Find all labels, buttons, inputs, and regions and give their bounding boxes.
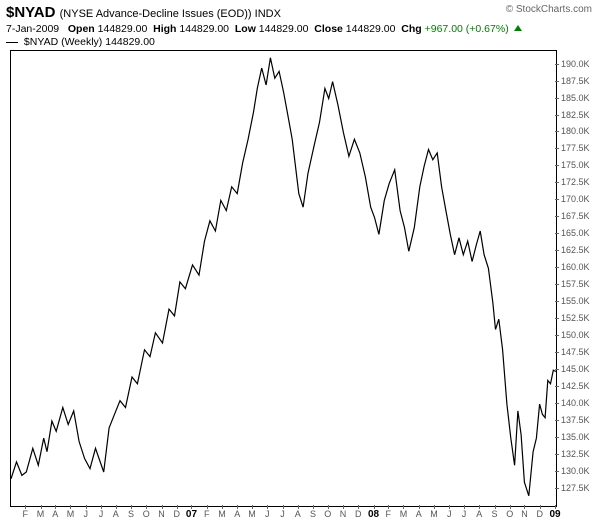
x-axis-label: N — [521, 509, 528, 519]
x-axis-label: M — [400, 509, 408, 519]
x-axis-label: F — [23, 509, 29, 519]
y-axis-label: 185.0K — [561, 93, 590, 103]
x-axis-label: F — [204, 509, 210, 519]
y-axis-label: 152.5K — [561, 313, 590, 323]
symbol-desc: (NYSE Advance-Decline Issues (EOD)) INDX — [60, 8, 281, 20]
y-axis-label: 155.0K — [561, 296, 590, 306]
up-arrow-icon — [514, 25, 522, 31]
x-axis-label: J — [84, 509, 89, 519]
x-axis-label: M — [67, 509, 75, 519]
attribution-label: © StockCharts.com — [506, 4, 592, 15]
y-axis-label: 160.0K — [561, 262, 590, 272]
date-label: 7-Jan-2009 — [6, 23, 59, 35]
y-axis-label: 190.0K — [561, 59, 590, 69]
series-legend: $NYAD (Weekly) 144829.00 — [0, 36, 600, 48]
x-axis-label: 08 — [368, 509, 379, 520]
y-axis-label: 187.5K — [561, 76, 590, 86]
x-axis-label: J — [462, 509, 467, 519]
x-axis-label: A — [234, 509, 240, 519]
y-axis-label: 167.5K — [561, 211, 590, 221]
x-axis-label: A — [416, 509, 422, 519]
x-axis-label: M — [248, 509, 256, 519]
x-axis-label: N — [158, 509, 165, 519]
low-value: 144829.00 — [259, 23, 309, 35]
x-axis-label: 07 — [186, 509, 197, 520]
legend-line-icon — [6, 42, 18, 43]
high-value: 144829.00 — [179, 23, 229, 35]
y-axis-label: 157.5K — [561, 279, 590, 289]
symbol: $NYAD — [6, 4, 55, 21]
x-axis-label: J — [447, 509, 452, 519]
x-axis-label: J — [99, 509, 104, 519]
x-axis-label: O — [143, 509, 150, 519]
y-axis-label: 182.5K — [561, 110, 590, 120]
y-axis-label: 130.0K — [561, 466, 590, 476]
x-axis-label: M — [37, 509, 45, 519]
legend-value: 144829.00 — [105, 36, 155, 48]
y-axis-label: 172.5K — [561, 177, 590, 187]
x-axis-label: D — [174, 509, 181, 519]
x-axis-label: A — [295, 509, 301, 519]
chg-value: +967.00 (+0.67%) — [425, 23, 509, 35]
ohlc-row: 7-Jan-2009 Open 144829.00 High 144829.00… — [0, 22, 600, 36]
x-axis-label: M — [430, 509, 438, 519]
x-axis-label: D — [536, 509, 543, 519]
y-axis-label: 135.0K — [561, 432, 590, 442]
y-axis-label: 147.5K — [561, 347, 590, 357]
y-axis-label: 170.0K — [561, 194, 590, 204]
chart-plot-area — [10, 50, 557, 507]
close-value: 144829.00 — [346, 23, 396, 35]
x-axis-label: A — [113, 509, 119, 519]
open-label: Open — [68, 23, 95, 35]
close-label: Close — [314, 23, 343, 35]
x-axis-label: O — [506, 509, 513, 519]
y-axis-label: 165.0K — [561, 228, 590, 238]
y-axis-label: 132.5K — [561, 449, 590, 459]
y-axis-label: 137.5K — [561, 415, 590, 425]
x-axis-label: A — [476, 509, 482, 519]
open-value: 144829.00 — [98, 23, 148, 35]
x-axis-label: F — [385, 509, 391, 519]
chg-label: Chg — [401, 23, 421, 35]
y-axis-label: 177.5K — [561, 143, 590, 153]
x-axis-label: M — [218, 509, 226, 519]
y-axis-label: 127.5K — [561, 483, 590, 493]
x-axis-label: N — [340, 509, 347, 519]
legend-name: $NYAD (Weekly) — [24, 36, 102, 48]
y-axis-label: 162.5K — [561, 245, 590, 255]
x-axis-label: D — [355, 509, 362, 519]
x-axis-label: A — [52, 509, 58, 519]
low-label: Low — [235, 23, 256, 35]
x-axis-label: 09 — [549, 509, 560, 520]
y-axis-label: 145.0K — [561, 364, 590, 374]
high-label: High — [153, 23, 176, 35]
y-axis-label: 140.0K — [561, 398, 590, 408]
x-axis-label: J — [280, 509, 285, 519]
x-axis-label: S — [491, 509, 497, 519]
x-axis-label: S — [310, 509, 316, 519]
x-axis-label: O — [324, 509, 331, 519]
y-axis-label: 180.0K — [561, 126, 590, 136]
x-axis-label: J — [265, 509, 270, 519]
y-axis-label: 175.0K — [561, 160, 590, 170]
y-axis-label: 150.0K — [561, 330, 590, 340]
y-axis-label: 142.5K — [561, 381, 590, 391]
x-axis-label: S — [128, 509, 134, 519]
symbol-title: $NYAD (NYSE Advance-Decline Issues (EOD)… — [6, 4, 281, 21]
